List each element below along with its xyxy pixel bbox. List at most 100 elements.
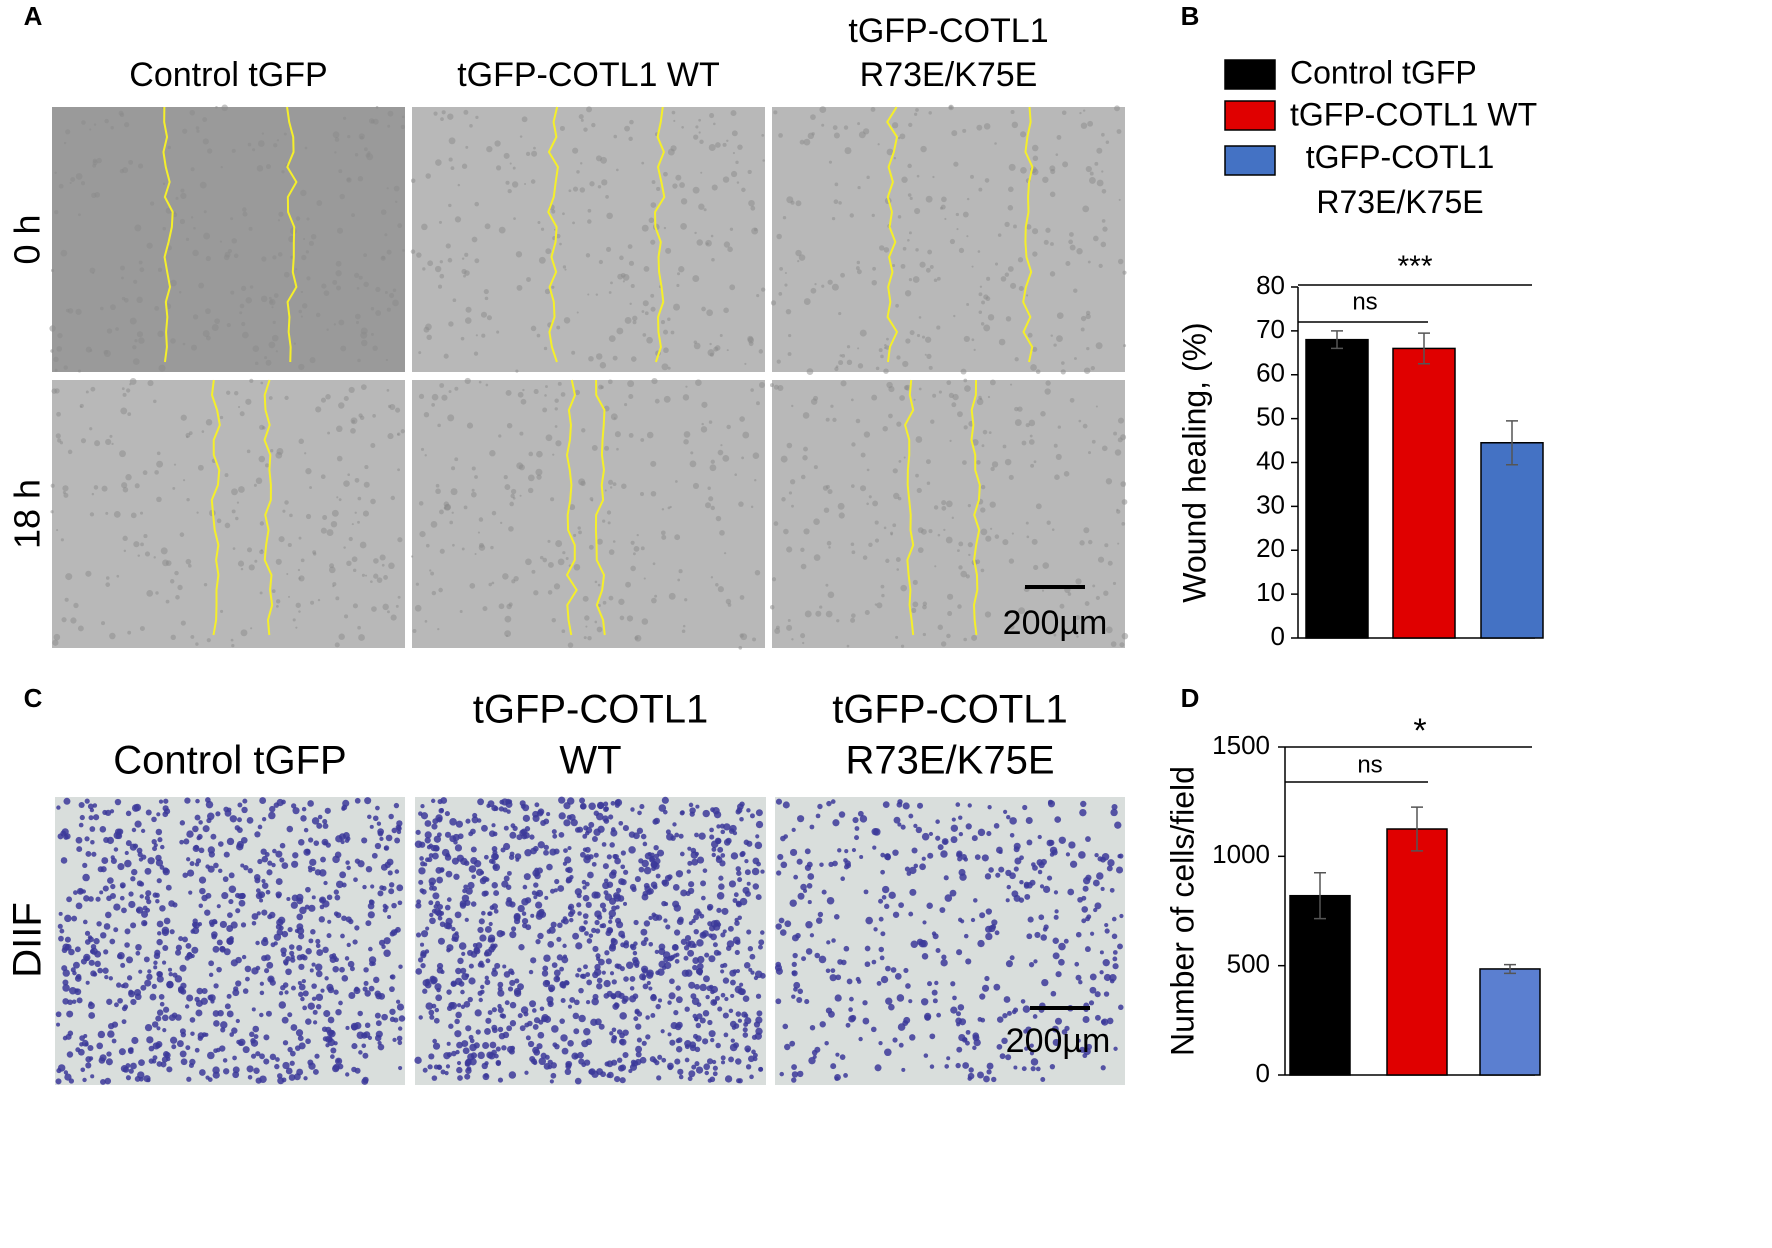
stained-cell bbox=[179, 839, 184, 845]
cell-speck bbox=[951, 402, 957, 408]
cell-speck bbox=[195, 126, 200, 130]
cell-speck bbox=[972, 439, 979, 446]
cell-speck bbox=[904, 290, 912, 297]
cell-speck bbox=[435, 483, 440, 488]
stained-cell bbox=[903, 1016, 911, 1024]
cell-speck bbox=[719, 530, 725, 536]
stained-cell bbox=[286, 896, 291, 902]
cell-speck bbox=[933, 505, 939, 510]
stained-cell bbox=[696, 967, 704, 975]
stained-cell bbox=[1092, 879, 1100, 887]
stained-cell bbox=[602, 863, 609, 870]
stained-cell bbox=[1068, 841, 1076, 849]
cell-speck bbox=[524, 182, 527, 185]
stained-cell bbox=[983, 1075, 990, 1083]
stained-cell bbox=[84, 1042, 89, 1047]
stained-cell bbox=[261, 855, 269, 863]
cell-speck bbox=[660, 320, 666, 325]
stained-cell bbox=[1013, 846, 1020, 853]
stained-cell bbox=[737, 988, 745, 996]
stained-cell bbox=[876, 981, 882, 986]
stained-cell bbox=[363, 967, 369, 973]
stained-cell bbox=[397, 1026, 403, 1031]
stained-cell bbox=[121, 1005, 128, 1012]
cell-speck bbox=[242, 207, 247, 212]
stained-cell bbox=[465, 1025, 472, 1032]
stained-cell bbox=[616, 1057, 623, 1063]
cell-speck bbox=[370, 580, 373, 584]
stained-cell bbox=[720, 829, 726, 835]
cell-speck bbox=[434, 265, 442, 273]
stained-cell bbox=[184, 1004, 190, 1009]
stained-cell bbox=[789, 899, 797, 907]
stained-cell bbox=[702, 1009, 710, 1017]
stained-cell bbox=[315, 938, 321, 944]
cell-speck bbox=[202, 138, 209, 145]
stained-cell bbox=[162, 944, 169, 951]
cell-speck bbox=[343, 395, 349, 402]
cell-speck bbox=[350, 428, 356, 434]
cell-speck bbox=[1008, 474, 1014, 480]
cell-speck bbox=[205, 255, 211, 262]
stained-cell bbox=[117, 997, 123, 1004]
stained-cell bbox=[502, 964, 507, 969]
stained-cell bbox=[341, 915, 347, 922]
cell-speck bbox=[639, 492, 645, 497]
cell-speck bbox=[380, 209, 387, 215]
cell-speck bbox=[410, 178, 416, 183]
stained-cell bbox=[151, 839, 157, 845]
cell-speck bbox=[651, 180, 656, 184]
stained-cell bbox=[285, 1067, 293, 1075]
cell-speck bbox=[122, 486, 129, 493]
stained-cell bbox=[913, 823, 918, 828]
stained-cell bbox=[75, 836, 83, 844]
stained-cell bbox=[324, 807, 331, 814]
stained-cell bbox=[222, 876, 229, 883]
stained-cell bbox=[675, 1046, 683, 1053]
cell-speck bbox=[710, 234, 714, 238]
cell-speck bbox=[421, 223, 428, 231]
stained-cell bbox=[499, 799, 505, 805]
cell-speck bbox=[316, 200, 323, 206]
cell-speck bbox=[871, 213, 875, 218]
stained-cell bbox=[335, 912, 342, 919]
stained-cell bbox=[878, 1040, 883, 1046]
stained-cell bbox=[984, 873, 992, 880]
cell-speck bbox=[726, 349, 729, 352]
cell-speck bbox=[70, 177, 76, 182]
cell-speck bbox=[1101, 219, 1106, 223]
stained-cell bbox=[470, 901, 477, 907]
cell-speck bbox=[361, 573, 365, 577]
stained-cell bbox=[699, 983, 707, 992]
stained-cell bbox=[567, 846, 572, 851]
cell-speck bbox=[925, 195, 933, 203]
cell-speck bbox=[976, 398, 984, 406]
stained-cell bbox=[645, 1015, 650, 1020]
cell-speck bbox=[646, 431, 654, 439]
stained-cell bbox=[390, 974, 396, 980]
cell-speck bbox=[308, 240, 314, 246]
cell-speck bbox=[723, 552, 727, 555]
cell-speck bbox=[139, 626, 145, 632]
stained-cell bbox=[368, 946, 373, 952]
cell-speck bbox=[919, 261, 926, 268]
stained-cell bbox=[584, 846, 591, 853]
cell-speck bbox=[983, 294, 989, 300]
cell-speck bbox=[192, 249, 199, 257]
stained-cell bbox=[908, 813, 914, 819]
stained-cell bbox=[72, 961, 80, 969]
cell-speck bbox=[798, 254, 806, 261]
stained-cell bbox=[680, 938, 688, 945]
cell-speck bbox=[1096, 147, 1103, 154]
cell-speck bbox=[119, 450, 126, 458]
stained-cell bbox=[717, 1006, 723, 1012]
stained-cell bbox=[654, 949, 659, 954]
cell-speck bbox=[622, 280, 625, 283]
stained-cell bbox=[710, 933, 717, 941]
cell-speck bbox=[485, 383, 489, 387]
stained-cell bbox=[517, 1013, 523, 1019]
stained-cell bbox=[377, 830, 384, 837]
cell-speck bbox=[1021, 440, 1027, 446]
stained-cell bbox=[977, 1071, 984, 1079]
